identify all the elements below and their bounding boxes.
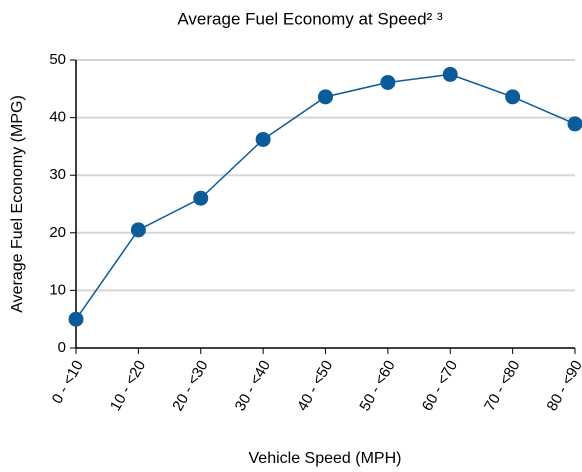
x-tick-label: 70 - <80 xyxy=(481,357,523,414)
data-point xyxy=(318,89,333,105)
data-point xyxy=(380,74,396,90)
data-point xyxy=(442,66,458,82)
x-tick-label: 60 - <70 xyxy=(419,357,461,414)
x-tick-label: 80 - <90 xyxy=(543,357,582,414)
data-point xyxy=(130,222,146,238)
x-tick-label: 30 - <40 xyxy=(232,357,274,414)
y-tick-label: 20 xyxy=(49,224,66,241)
data-point xyxy=(68,311,84,327)
x-tick-label: 40 - <50 xyxy=(294,357,336,414)
y-axis-label: Average Fuel Economy (MPG) xyxy=(9,95,26,313)
y-tick-label: 0 xyxy=(58,339,66,356)
y-tick-label: 10 xyxy=(49,281,66,298)
chart-title: Average Fuel Economy at Speed² ³ xyxy=(177,9,443,28)
data-point xyxy=(505,89,521,105)
x-axis-label: Vehicle Speed (MPH) xyxy=(249,450,402,467)
data-point xyxy=(193,190,209,206)
y-tick-label: 50 xyxy=(49,51,66,68)
x-tick-label: 20 - <30 xyxy=(169,357,211,414)
series-line xyxy=(75,73,576,320)
y-tick-label: 30 xyxy=(49,166,66,183)
y-tick-label: 40 xyxy=(49,109,66,126)
data-point xyxy=(255,131,271,147)
x-tick-label: 10 - <20 xyxy=(107,357,149,414)
x-tick-label: 50 - <60 xyxy=(356,357,398,414)
data-point xyxy=(567,116,582,132)
x-tick-label: 0 - <10 xyxy=(49,357,87,406)
